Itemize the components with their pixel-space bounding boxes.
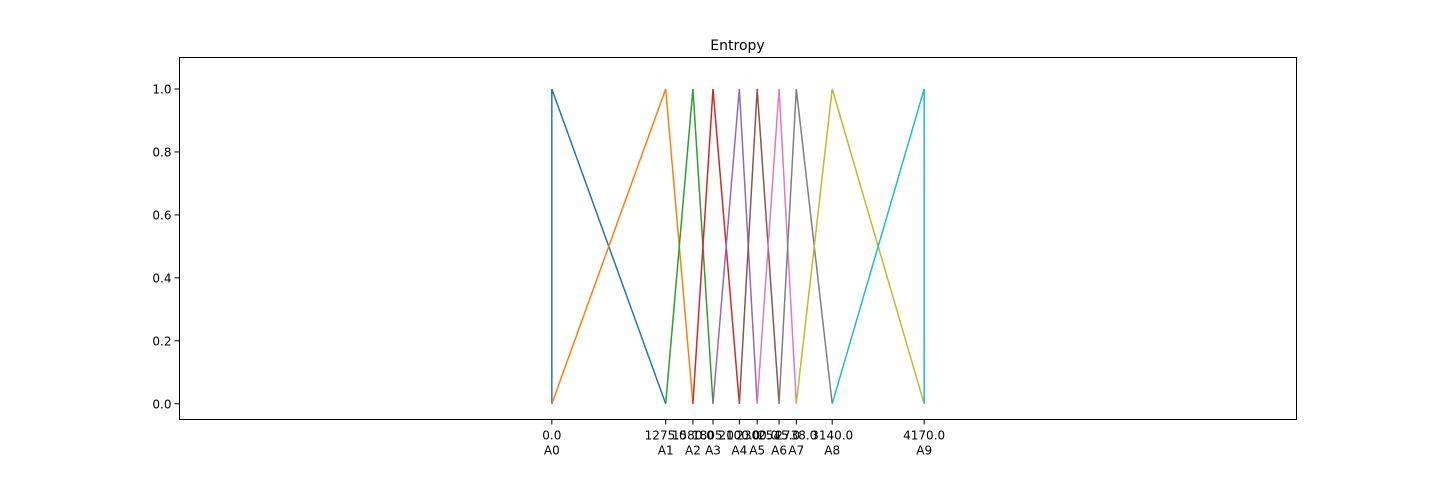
x-tick-sublabel-1: A1 xyxy=(658,444,674,458)
x-tick-label-1: 1275.0 xyxy=(645,429,687,443)
x-tick-sublabel-2: A2 xyxy=(685,444,701,458)
x-tick-sublabel-8: A8 xyxy=(824,444,840,458)
x-tick-label-6: 2545.0 xyxy=(758,429,800,443)
x-tick-label-4: 2100.0 xyxy=(718,429,760,443)
x-tick-label-7: 2738.0 xyxy=(775,429,817,443)
x-tick-label-3: 1805.0 xyxy=(692,429,734,443)
series-line-9 xyxy=(831,88,925,404)
series-line-3 xyxy=(692,88,741,404)
x-axis: 0.0A0 1275.0A11580.0A21805.0A32100.0A4230… xyxy=(542,419,945,458)
series-line-4 xyxy=(712,88,758,404)
series-layer xyxy=(551,88,925,405)
x-tick-sublabel-7: A7 xyxy=(788,444,804,458)
x-tick-label-2: 1580.0 xyxy=(672,429,714,443)
x-tick-label-8: 3140.0 xyxy=(811,429,853,443)
chart-title: Entropy xyxy=(710,38,764,54)
series-line-0 xyxy=(551,88,667,405)
x-tick-label-0: 0.0 xyxy=(542,429,561,443)
x-tick-sublabel-4: A4 xyxy=(731,444,747,458)
x-tick-sublabel-6: A6 xyxy=(771,444,787,458)
y-axis: 0.0 0.2 0.4 0.6 0.8 1.0 xyxy=(152,82,180,411)
series-line-7 xyxy=(778,88,833,404)
y-tick-label-0: 0.0 xyxy=(152,397,171,411)
x-tick-sublabel-3: A3 xyxy=(705,444,721,458)
y-tick-label-4: 0.8 xyxy=(152,145,171,159)
x-tick-sublabel-0: A0 xyxy=(544,444,560,458)
y-tick-label-2: 0.4 xyxy=(152,271,171,285)
series-line-1 xyxy=(551,88,694,405)
x-tick-sublabel-5: A5 xyxy=(749,444,765,458)
series-line-8 xyxy=(795,88,925,404)
x-tick-label-5: 2300.0 xyxy=(736,429,778,443)
y-tick-label-3: 0.6 xyxy=(152,208,171,222)
x-tick-sublabel-9: A9 xyxy=(916,444,932,458)
plot-frame xyxy=(179,57,1297,420)
series-line-6 xyxy=(756,88,798,404)
y-tick-label-1: 0.2 xyxy=(152,334,171,348)
x-tick-label-9: 4170.0 xyxy=(903,429,945,443)
series-line-5 xyxy=(738,88,780,404)
y-tick-label-5: 1.0 xyxy=(152,82,171,96)
series-line-2 xyxy=(664,88,714,404)
